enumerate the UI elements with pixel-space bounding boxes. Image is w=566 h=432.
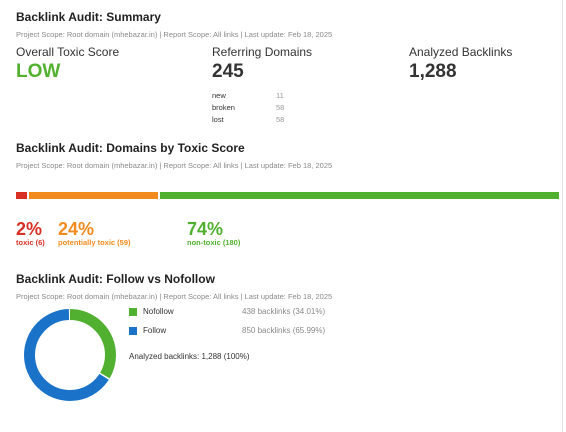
nofollow-legend-value: 438 backlinks (34.01%) — [242, 307, 326, 316]
summary-scope: Project Scope: Root domain (mhebazar.in)… — [16, 30, 333, 39]
nofollow-arc[interactable] — [24, 309, 116, 401]
toxic-score-title: Backlink Audit: Domains by Toxic Score — [16, 141, 245, 155]
follow-legend-value: 850 backlinks (65.99%) — [242, 326, 326, 335]
stat-new-value: 11 — [276, 91, 284, 100]
analyzed-backlinks-total: Analyzed backlinks: 1,288 (100%) — [129, 352, 250, 361]
stat-broken-row[interactable]: broken 58 — [212, 103, 292, 112]
referring-domains-value[interactable]: 245 — [212, 61, 244, 82]
nofollow-legend-swatch — [129, 308, 137, 316]
non-toxic-bar-segment[interactable] — [160, 192, 559, 199]
follow-donut-chart — [24, 309, 116, 401]
toxic-bar-segment[interactable] — [16, 192, 27, 199]
follow-legend-label[interactable]: Follow — [143, 326, 167, 335]
stat-new-label: new — [212, 91, 226, 100]
follow-scope: Project Scope: Root domain (mhebazar.in)… — [16, 292, 333, 301]
stat-lost-label: lost — [212, 115, 224, 124]
analyzed-backlinks-value[interactable]: 1,288 — [409, 61, 457, 82]
overall-toxic-score-label: Overall Toxic Score — [16, 45, 120, 59]
stat-lost-row[interactable]: lost 58 — [212, 115, 292, 124]
potentially-toxic-percent: 24% — [58, 219, 95, 239]
stat-broken-value: 58 — [276, 103, 285, 112]
potentially-toxic-label: potentially toxic (59) — [58, 238, 131, 247]
non-toxic-label: non-toxic (180) — [187, 238, 241, 247]
follow-legend-swatch — [129, 327, 137, 335]
analyzed-backlinks-label: Analyzed Backlinks — [409, 45, 513, 59]
follow-arc[interactable] — [24, 309, 116, 401]
potentially-toxic-bar-segment[interactable] — [28, 192, 159, 199]
nofollow-legend-label[interactable]: Nofollow — [143, 307, 174, 316]
follow-title: Backlink Audit: Follow vs Nofollow — [16, 272, 215, 286]
stat-new-row[interactable]: new 11 — [212, 91, 292, 100]
summary-title: Backlink Audit: Summary — [16, 10, 161, 24]
stat-broken-label: broken — [212, 103, 235, 112]
referring-domains-label: Referring Domains — [212, 45, 313, 59]
overall-toxic-score-value: LOW — [16, 61, 61, 82]
stat-lost-value: 58 — [276, 115, 285, 124]
toxic-label: toxic (6) — [16, 238, 45, 247]
frame-divider — [562, 0, 563, 432]
toxic-score-bar — [16, 192, 559, 199]
non-toxic-percent: 74% — [187, 219, 224, 239]
toxic-percent: 2% — [16, 219, 43, 239]
toxic-score-scope: Project Scope: Root domain (mhebazar.in)… — [16, 161, 333, 170]
